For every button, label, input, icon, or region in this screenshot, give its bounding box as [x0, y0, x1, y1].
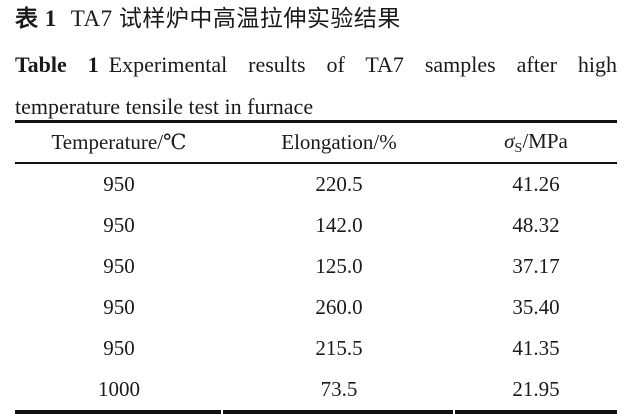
- cell-temperature: 950: [103, 172, 135, 196]
- cell-sigma: 48.32: [512, 213, 560, 237]
- table-row: 950 220.5 41.26: [15, 164, 617, 205]
- bottom-rule-segment: [455, 410, 617, 414]
- cell-elongation: 73.5: [320, 377, 358, 401]
- cell-elongation: 260.0: [315, 295, 363, 319]
- table-caption-zh-text: TA7 试样炉中高温拉伸实验结果: [70, 6, 401, 31]
- column-header-elongation: Elongation/%: [281, 130, 397, 154]
- data-table: Temperature/℃ Elongation/% σS/MPa 950 22…: [15, 120, 617, 414]
- column-header-temperature: Temperature/℃: [51, 130, 187, 154]
- table-caption-zh: 表 1 TA7 试样炉中高温拉伸实验结果: [15, 4, 617, 34]
- cell-elongation: 125.0: [315, 254, 363, 278]
- cell-temperature: 1000: [98, 377, 140, 401]
- table-header-rule: [15, 162, 617, 164]
- cell-sigma: 41.26: [512, 172, 560, 196]
- cell-elongation: 215.5: [315, 336, 363, 360]
- cell-sigma: 37.17: [512, 254, 560, 278]
- table-row: 950 125.0 37.17: [15, 246, 617, 287]
- cell-temperature: 950: [103, 254, 135, 278]
- table-caption-en-line1-text: Experimental results of TA7 samples afte…: [108, 52, 617, 77]
- table-row: 950 215.5 41.35: [15, 328, 617, 369]
- cell-elongation: 142.0: [315, 213, 363, 237]
- cell-elongation: 220.5: [315, 172, 363, 196]
- sigma-unit: /MPa: [522, 128, 568, 153]
- table-row: 950 260.0 35.40: [15, 287, 617, 328]
- table-row: 950 142.0 48.32: [15, 205, 617, 246]
- cell-sigma: 21.95: [512, 377, 560, 401]
- table-top-rule: [15, 120, 617, 123]
- table-row: 1000 73.5 21.95: [15, 369, 617, 410]
- sigma-symbol: σ: [504, 128, 515, 153]
- bottom-rule-segment: [223, 410, 453, 414]
- cell-sigma: 35.40: [512, 295, 560, 319]
- bottom-rule-segment: [15, 410, 221, 414]
- table-caption-zh-label: 表 1: [15, 6, 57, 31]
- table-caption-en-label: Table 1: [15, 52, 99, 77]
- table-caption-en-line1: Table 1 Experimental results of TA7 sampl…: [15, 44, 617, 86]
- cell-temperature: 950: [103, 295, 135, 319]
- column-header-sigma: σS/MPa: [455, 129, 617, 157]
- table-caption-en: Table 1 Experimental results of TA7 sampl…: [15, 44, 617, 128]
- table-caption-en-line2: temperature tensile test in furnace: [15, 94, 314, 119]
- sigma-subscript: S: [514, 140, 523, 156]
- table-bottom-rule: [15, 410, 617, 414]
- table-header-row: Temperature/℃ Elongation/% σS/MPa: [15, 123, 617, 162]
- cell-temperature: 950: [103, 213, 135, 237]
- cell-sigma: 41.35: [512, 336, 560, 360]
- cell-temperature: 950: [103, 336, 135, 360]
